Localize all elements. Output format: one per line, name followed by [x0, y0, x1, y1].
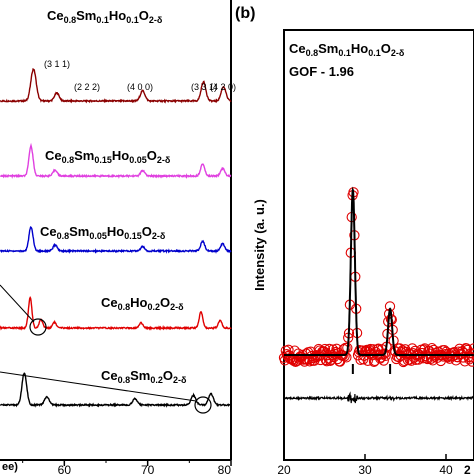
- panel-b-ticks: 20 30 40: [277, 454, 453, 474]
- observed-point: [467, 348, 474, 359]
- series-line-1: [0, 68, 232, 104]
- panel-a: 60 70 80 Ce0.8Sm0.1Ho0.1O2-δ Ce0.8Sm0.15Ho0…: [0, 0, 236, 474]
- a-xtick-label-60: 60: [58, 463, 72, 474]
- panel-b-xlabel: 2: [464, 463, 471, 474]
- guide-line-2: [0, 371, 197, 402]
- panel-b-observed-points: [278, 187, 474, 368]
- observed-point: [406, 355, 417, 366]
- a-xtick-label-70: 70: [141, 463, 155, 474]
- a-xtick-label-80: 80: [218, 463, 232, 474]
- peak-marker-circle-1: [29, 318, 47, 336]
- series-line-3: [0, 226, 232, 254]
- panel-b-bragg-ticks: [351, 364, 392, 374]
- observed-point: [398, 356, 409, 368]
- observed-point: [375, 352, 387, 363]
- observed-point: [466, 356, 474, 367]
- b-xtick-label-30: 30: [358, 463, 372, 474]
- peak-marker-circle-2: [194, 396, 212, 414]
- guide-line-1: [0, 284, 35, 323]
- hkl-annotations: (3 1 1) (2 2 2) (4 0 0) (3 3 1) (4 2 0): [44, 59, 236, 92]
- hkl-420: (4 2 0): [210, 82, 236, 92]
- panel-a-series-labels: Ce0.8Sm0.1Ho0.1O2-δ Ce0.8Sm0.15Ho0.05O2-δ…: [40, 8, 187, 385]
- series-label-5: Ce0.8Sm0.2O2-δ: [101, 368, 187, 385]
- panel-a-ticks: 60 70 80: [22, 460, 232, 474]
- observed-point: [319, 343, 331, 355]
- calculated-line: [284, 186, 474, 356]
- panel-b-title: Ce0.8Sm0.1Ho0.1O2-δ: [289, 41, 405, 58]
- hkl-311: (3 1 1): [44, 59, 70, 69]
- panel-a-series: [0, 68, 232, 408]
- panel-b-subtitle: GOF - 1.96: [289, 64, 354, 79]
- panel-b: (b) Ce0.8Sm0.1Ho0.1O2-δ GOF - 1.96 Inten…: [235, 5, 474, 474]
- b-xtick-label-20: 20: [277, 463, 291, 474]
- panel-a-xlabel: ee): [2, 461, 18, 473]
- panel-b-calculated: [284, 186, 474, 356]
- series-label-3: Ce0.8Sm0.05Ho0.15O2-δ: [40, 224, 166, 241]
- observed-point: [465, 352, 474, 363]
- observed-point: [378, 355, 389, 366]
- panel-b-tag: (b): [235, 5, 255, 22]
- panel-b-difference: [283, 391, 474, 404]
- series-line-5: [0, 372, 232, 408]
- hkl-222: (2 2 2): [74, 82, 100, 92]
- hkl-331: (3 3 1): [191, 82, 217, 92]
- observed-point: [324, 343, 335, 355]
- series-label-4: Ce0.8Ho0.2O2-δ: [101, 295, 184, 312]
- difference-line: [283, 391, 474, 404]
- panel-b-frame: [283, 29, 474, 461]
- b-xtick-label-40: 40: [439, 463, 453, 474]
- series-label-1: Ce0.8Sm0.1Ho0.1O2-δ: [47, 8, 163, 25]
- series-line-4: [0, 295, 232, 331]
- hkl-400: (4 0 0): [127, 82, 153, 92]
- series-label-2: Ce0.8Sm0.15Ho0.05O2-δ: [45, 148, 171, 165]
- series-line-2: [0, 142, 232, 179]
- panel-b-ylabel: Intensity (a. u.): [252, 199, 267, 291]
